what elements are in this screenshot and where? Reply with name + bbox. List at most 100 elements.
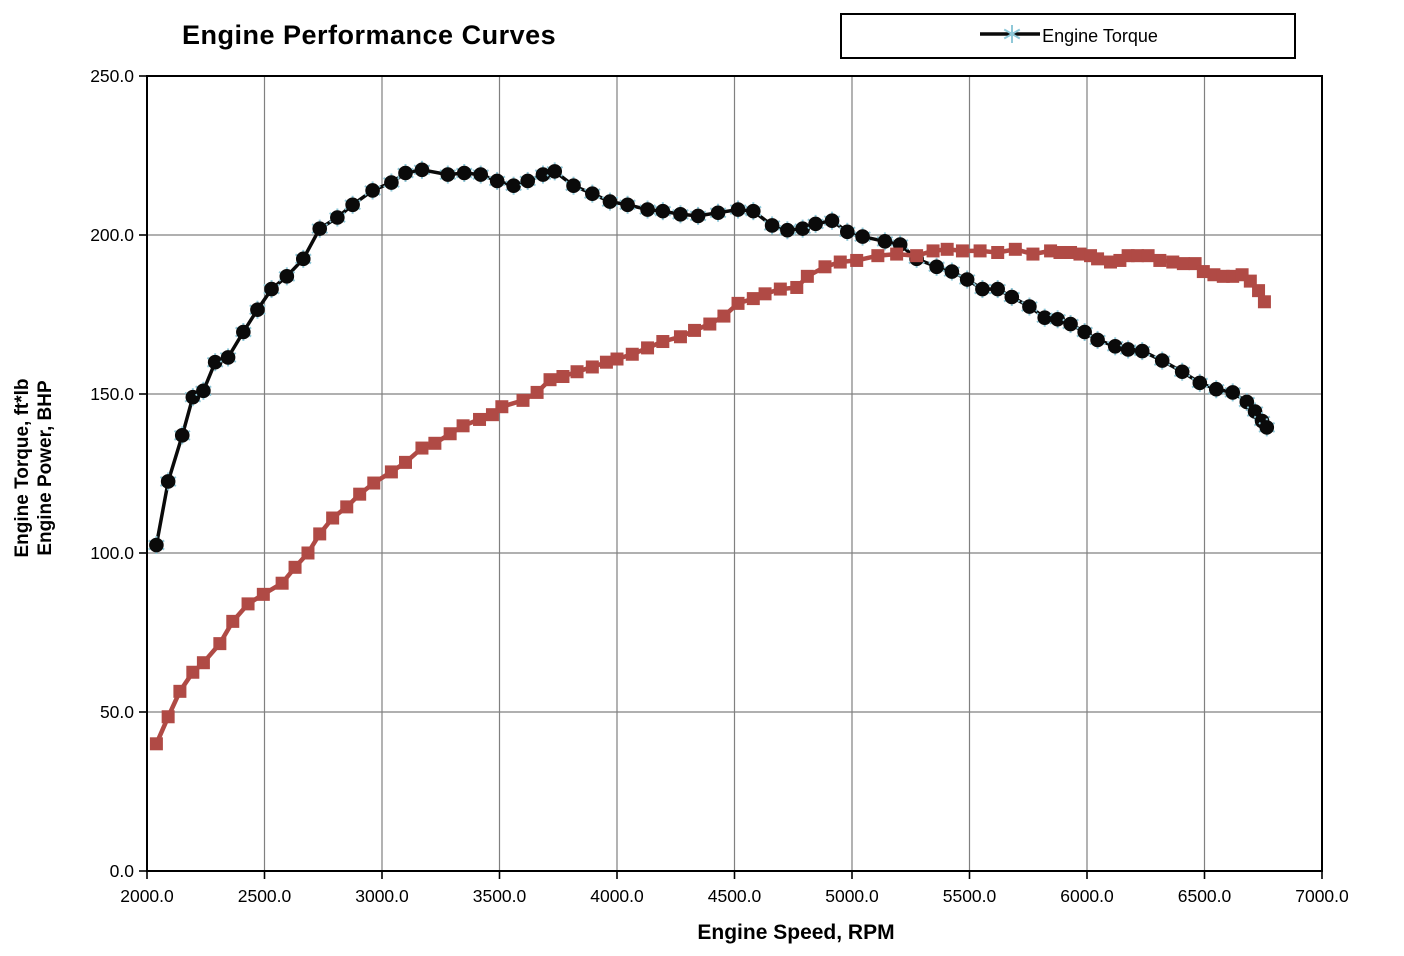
power-point — [456, 419, 470, 433]
torque-point — [975, 281, 990, 297]
power-point — [173, 684, 187, 698]
x-tick-label: 7000.0 — [1295, 886, 1349, 906]
power-point — [731, 296, 745, 310]
power-point — [656, 335, 670, 349]
power-point — [313, 527, 327, 541]
torque-point — [929, 259, 944, 275]
torque-point — [489, 173, 505, 189]
torque-point — [730, 202, 746, 217]
torque-point — [1134, 343, 1150, 359]
power-point — [625, 347, 639, 361]
x-tick-label: 4500.0 — [708, 886, 762, 906]
torque-point — [840, 224, 855, 240]
torque-point — [414, 162, 430, 178]
torque-point — [620, 197, 635, 213]
torque-point — [1037, 310, 1052, 325]
torque-point — [295, 251, 311, 267]
torque-point — [440, 167, 456, 182]
y-tick-label: 150.0 — [90, 384, 134, 404]
power-point — [353, 487, 367, 501]
power-point — [688, 323, 702, 337]
power-point — [910, 249, 924, 263]
power-point — [850, 253, 864, 267]
torque-point — [220, 350, 236, 365]
torque-point — [1259, 420, 1275, 435]
y-tick-label: 100.0 — [90, 543, 134, 563]
torque-point — [1154, 353, 1170, 368]
x-tick-label: 4000.0 — [590, 886, 644, 906]
power-point — [585, 360, 599, 374]
torque-point — [384, 175, 399, 190]
torque-point — [506, 178, 521, 194]
torque-point — [710, 205, 726, 221]
power-point — [288, 560, 302, 574]
torque-point — [808, 216, 823, 232]
torque-point — [764, 218, 780, 233]
torque-point — [473, 167, 489, 182]
x-tick-label: 3500.0 — [473, 886, 527, 906]
torque-point — [1022, 299, 1037, 314]
torque-point — [264, 281, 279, 297]
x-tick-label: 2500.0 — [238, 886, 292, 906]
torque-point — [746, 203, 761, 219]
power-point — [1026, 247, 1040, 261]
chart-title: Engine Performance Curves — [182, 20, 557, 50]
torque-point — [1225, 385, 1240, 400]
torque-point — [547, 164, 563, 179]
power-point — [1141, 249, 1155, 263]
x-tick-label: 5500.0 — [943, 886, 997, 906]
power-point — [301, 546, 315, 560]
torque-point — [1077, 324, 1092, 340]
power-point — [415, 441, 429, 455]
torque-point — [1107, 339, 1123, 354]
torque-point — [279, 269, 295, 284]
torque-point — [456, 165, 472, 181]
torque-point — [824, 213, 840, 228]
power-point — [326, 511, 340, 525]
torque-point — [207, 354, 223, 370]
power-point — [955, 244, 969, 258]
y-axis-title-line2: Engine Power, BHP — [35, 380, 56, 556]
torque-point — [780, 222, 795, 238]
torque-point — [1120, 342, 1136, 357]
torque-point — [312, 221, 328, 236]
power-point — [399, 455, 412, 469]
power-point — [641, 341, 655, 355]
torque-point — [330, 210, 345, 225]
torque-point — [520, 173, 535, 189]
power-point — [871, 249, 885, 263]
legend-item-engine-torque: Engine Torque — [978, 23, 1158, 50]
power-point — [213, 637, 227, 651]
torque-point — [1063, 316, 1078, 332]
torque-point — [959, 272, 975, 287]
power-point — [1176, 257, 1190, 271]
power-point — [926, 244, 940, 258]
power-point — [991, 245, 1005, 259]
torque-point — [398, 165, 413, 181]
power-point — [570, 365, 584, 379]
power-point — [673, 330, 687, 344]
torque-point — [602, 194, 618, 209]
power-point — [1053, 245, 1067, 259]
torque-point — [690, 208, 706, 224]
power-point — [556, 370, 570, 384]
power-point — [473, 412, 487, 426]
power-point — [161, 710, 175, 724]
power-point — [703, 317, 717, 331]
torque-point — [855, 229, 870, 244]
torque-point — [196, 383, 211, 399]
torque-point — [655, 203, 671, 219]
torque-line-asterisk-icon — [978, 23, 1042, 50]
legend: Engine Torque — [840, 13, 1296, 59]
x-tick-label: 5000.0 — [825, 886, 879, 906]
power-point — [610, 352, 624, 366]
y-tick-label: 0.0 — [110, 861, 135, 881]
torque-point — [185, 389, 201, 405]
torque-point — [365, 183, 380, 198]
torque-point — [1239, 394, 1255, 410]
torque-point — [236, 324, 251, 340]
torque-point — [585, 186, 600, 201]
power-point — [186, 665, 200, 679]
power-point — [717, 309, 731, 323]
